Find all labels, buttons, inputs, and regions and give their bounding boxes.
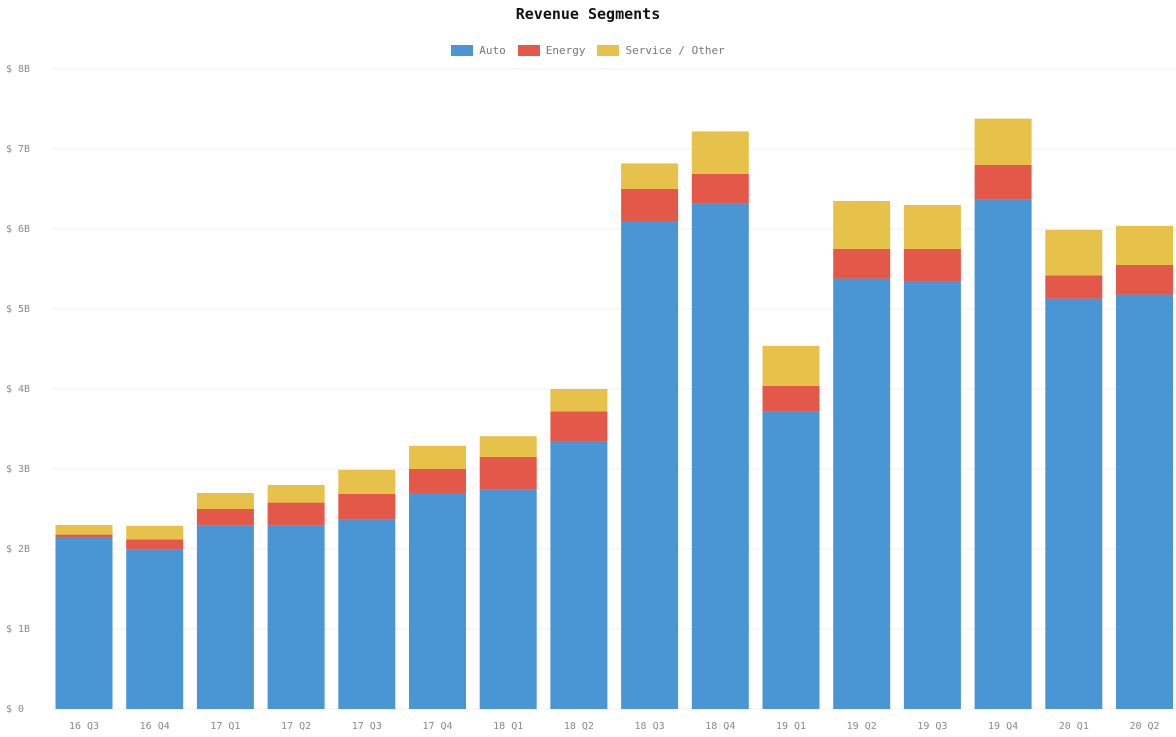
bar-energy-18-q2[interactable] [550, 411, 608, 441]
bar-energy-18-q4[interactable] [691, 173, 749, 204]
bar-auto-18-q2[interactable] [550, 441, 608, 709]
y-tick-label: $ 0 [6, 704, 24, 715]
bar-energy-16-q3[interactable] [55, 534, 113, 537]
bar-auto-18-q3[interactable] [621, 221, 679, 709]
legend-label-service-other: Service / Other [625, 44, 725, 57]
bar-service-other-17-q4[interactable] [409, 445, 466, 469]
bar-service-other-19-q2[interactable] [833, 201, 891, 249]
bar-service-other-18-q3[interactable] [621, 163, 679, 189]
bar-auto-17-q2[interactable] [267, 525, 325, 709]
y-tick-label: $ 7B [6, 144, 30, 155]
x-tick-label: 20 Q1 [1059, 721, 1089, 732]
x-tick-label: 18 Q3 [635, 721, 665, 732]
bar-service-other-20-q2[interactable] [1116, 225, 1173, 265]
bar-service-other-17-q3[interactable] [338, 469, 396, 494]
legend-label-energy: Energy [545, 44, 586, 57]
y-tick-label: $ 6B [6, 224, 30, 235]
x-tick-label: 16 Q4 [140, 721, 170, 732]
bar-auto-18-q4[interactable] [691, 203, 749, 709]
bar-service-other-18-q1[interactable] [479, 436, 537, 457]
legend-label-auto: Auto [479, 44, 506, 57]
x-tick-label: 16 Q3 [69, 721, 99, 732]
chart-title: Revenue Segments [515, 5, 661, 23]
bar-service-other-17-q2[interactable] [267, 485, 325, 503]
bar-energy-17-q1[interactable] [196, 509, 254, 526]
legend-swatch-energy [517, 45, 540, 56]
bar-auto-19-q4[interactable] [974, 199, 1032, 709]
x-tick-label: 17 Q2 [281, 721, 311, 732]
bar-service-other-18-q2[interactable] [550, 389, 608, 412]
x-tick-label: 19 Q4 [988, 721, 1018, 732]
x-tick-label: 19 Q2 [847, 721, 877, 732]
y-tick-label: $ 4B [6, 384, 30, 395]
y-tick-label: $ 2B [6, 544, 30, 555]
x-tick-label: 17 Q4 [422, 721, 452, 732]
legend-swatch-service-other [597, 45, 620, 56]
bar-energy-18-q1[interactable] [479, 457, 537, 490]
bar-service-other-18-q4[interactable] [691, 131, 749, 174]
legend-swatch-auto [451, 45, 474, 56]
bar-service-other-19-q3[interactable] [903, 205, 961, 249]
bar-service-other-19-q1[interactable] [762, 345, 820, 386]
legend-item-energy[interactable]: Energy [517, 44, 586, 57]
x-tick-label: 17 Q1 [210, 721, 240, 732]
y-tick-label: $ 1B [6, 624, 30, 635]
bar-service-other-16-q4[interactable] [126, 525, 184, 540]
bar-auto-18-q1[interactable] [479, 489, 537, 709]
bar-energy-17-q2[interactable] [267, 502, 325, 526]
bar-energy-20-q1[interactable] [1045, 275, 1103, 299]
bar-energy-19-q3[interactable] [903, 249, 961, 281]
bar-auto-16-q3[interactable] [55, 537, 113, 709]
bar-auto-19-q1[interactable] [762, 411, 820, 709]
legend: Auto Energy Service / Other [0, 44, 1176, 57]
bar-energy-20-q2[interactable] [1116, 265, 1173, 295]
bar-energy-19-q2[interactable] [833, 249, 891, 279]
bar-energy-18-q3[interactable] [621, 189, 679, 221]
x-tick-label: 18 Q4 [705, 721, 735, 732]
bar-service-other-19-q4[interactable] [974, 118, 1032, 165]
bar-service-other-17-q1[interactable] [196, 493, 254, 509]
bar-auto-19-q3[interactable] [903, 281, 961, 709]
bar-auto-19-q2[interactable] [833, 278, 891, 709]
x-tick-label: 18 Q1 [493, 721, 523, 732]
x-tick-label: 17 Q3 [352, 721, 382, 732]
bar-energy-17-q3[interactable] [338, 493, 396, 520]
y-tick-label: $ 8B [6, 64, 30, 75]
legend-item-service-other[interactable]: Service / Other [597, 44, 725, 57]
bar-service-other-20-q1[interactable] [1045, 229, 1103, 276]
legend-item-auto[interactable]: Auto [451, 44, 506, 57]
bar-auto-20-q1[interactable] [1045, 298, 1103, 709]
bar-energy-17-q4[interactable] [409, 469, 466, 493]
x-tick-label: 19 Q1 [776, 721, 806, 732]
x-tick-label: 19 Q3 [917, 721, 947, 732]
bar-auto-17-q3[interactable] [338, 519, 396, 709]
bar-energy-19-q4[interactable] [974, 165, 1032, 200]
y-tick-label: $ 5B [6, 304, 30, 315]
x-tick-label: 20 Q2 [1129, 721, 1159, 732]
bar-auto-17-q1[interactable] [196, 525, 254, 709]
bar-energy-19-q1[interactable] [762, 385, 820, 412]
y-tick-label: $ 3B [6, 464, 30, 475]
bar-auto-16-q4[interactable] [126, 549, 184, 709]
bar-auto-20-q2[interactable] [1116, 294, 1173, 709]
bar-auto-17-q4[interactable] [409, 493, 466, 709]
bar-energy-16-q4[interactable] [126, 539, 184, 550]
bar-service-other-16-q3[interactable] [55, 525, 113, 535]
x-tick-label: 18 Q2 [564, 721, 594, 732]
